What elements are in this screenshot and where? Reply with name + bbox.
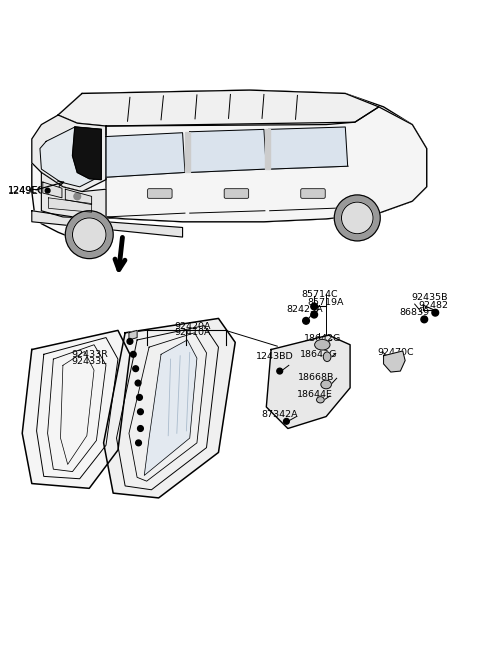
Ellipse shape [321, 380, 331, 389]
Text: 87342A: 87342A [261, 409, 298, 419]
Polygon shape [190, 129, 266, 173]
Text: 1249EC: 1249EC [8, 186, 46, 195]
Text: 82423A: 82423A [287, 305, 323, 314]
Circle shape [131, 352, 136, 358]
Text: 85714C: 85714C [301, 290, 338, 299]
Polygon shape [269, 127, 348, 169]
Text: 92433L: 92433L [72, 357, 107, 366]
Text: 1243BD: 1243BD [256, 352, 294, 361]
Circle shape [341, 202, 373, 234]
FancyBboxPatch shape [224, 189, 249, 198]
Polygon shape [265, 129, 270, 169]
Circle shape [45, 188, 50, 193]
Text: 92410A: 92410A [174, 328, 211, 337]
Polygon shape [384, 351, 405, 372]
Circle shape [135, 380, 141, 386]
Polygon shape [106, 107, 427, 222]
Text: 18642G: 18642G [304, 333, 341, 342]
Polygon shape [48, 198, 92, 212]
Polygon shape [32, 90, 427, 237]
Text: 92482: 92482 [419, 300, 448, 310]
Polygon shape [65, 189, 92, 205]
Text: 86839: 86839 [400, 308, 430, 318]
Polygon shape [22, 331, 130, 488]
Circle shape [127, 338, 133, 344]
Circle shape [284, 419, 289, 424]
Circle shape [133, 366, 139, 371]
Circle shape [303, 318, 310, 324]
Polygon shape [106, 133, 185, 177]
Circle shape [432, 310, 439, 316]
Text: 92470C: 92470C [378, 348, 414, 358]
Text: 85719A: 85719A [308, 298, 344, 306]
Circle shape [138, 426, 144, 432]
Text: 18668B: 18668B [299, 373, 335, 382]
FancyBboxPatch shape [301, 189, 325, 198]
Text: 92435B: 92435B [411, 293, 448, 302]
FancyBboxPatch shape [148, 189, 172, 198]
Text: 18643G: 18643G [300, 350, 337, 359]
Polygon shape [144, 340, 197, 476]
Text: 92420A: 92420A [174, 321, 211, 331]
Circle shape [74, 193, 81, 199]
Circle shape [311, 311, 318, 318]
Text: 18644E: 18644E [297, 390, 332, 399]
Circle shape [136, 440, 142, 445]
Ellipse shape [315, 340, 330, 350]
Polygon shape [72, 127, 101, 180]
Polygon shape [43, 182, 62, 198]
Circle shape [137, 394, 143, 400]
Circle shape [65, 211, 113, 258]
Circle shape [138, 409, 144, 415]
Polygon shape [104, 318, 235, 498]
Circle shape [277, 368, 283, 374]
Circle shape [72, 218, 106, 251]
Text: 92433R: 92433R [72, 350, 108, 359]
Ellipse shape [317, 397, 324, 403]
Polygon shape [266, 335, 350, 428]
Circle shape [334, 195, 380, 241]
Polygon shape [32, 115, 106, 192]
Polygon shape [185, 132, 190, 173]
Circle shape [311, 303, 318, 310]
Ellipse shape [323, 352, 331, 361]
Text: 1249EC: 1249EC [8, 186, 45, 195]
Polygon shape [58, 90, 379, 126]
Polygon shape [40, 127, 101, 187]
Polygon shape [32, 211, 182, 237]
Polygon shape [129, 331, 137, 340]
Circle shape [421, 316, 428, 323]
Polygon shape [41, 173, 106, 218]
